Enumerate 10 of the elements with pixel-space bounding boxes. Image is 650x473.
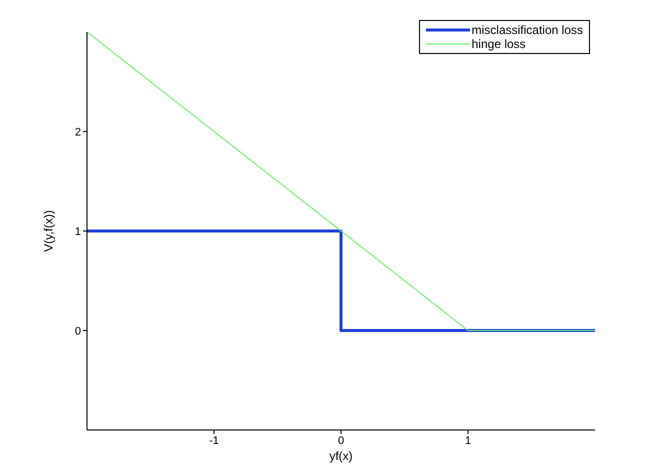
- x-axis-title: yf(x): [329, 449, 353, 463]
- x-tick-label: 1: [464, 434, 472, 447]
- x-tick-label: 0: [338, 434, 344, 447]
- x-tick-label: -1: [209, 434, 219, 447]
- y-tick-label: 2: [74, 126, 81, 138]
- legend-label: misclassification loss: [472, 23, 583, 37]
- y-tick-label: 1: [74, 226, 81, 238]
- y-axis-title: V(y,f(x)): [41, 210, 56, 252]
- legend-label: hinge loss: [472, 37, 526, 51]
- y-tick-label: 0: [74, 325, 81, 338]
